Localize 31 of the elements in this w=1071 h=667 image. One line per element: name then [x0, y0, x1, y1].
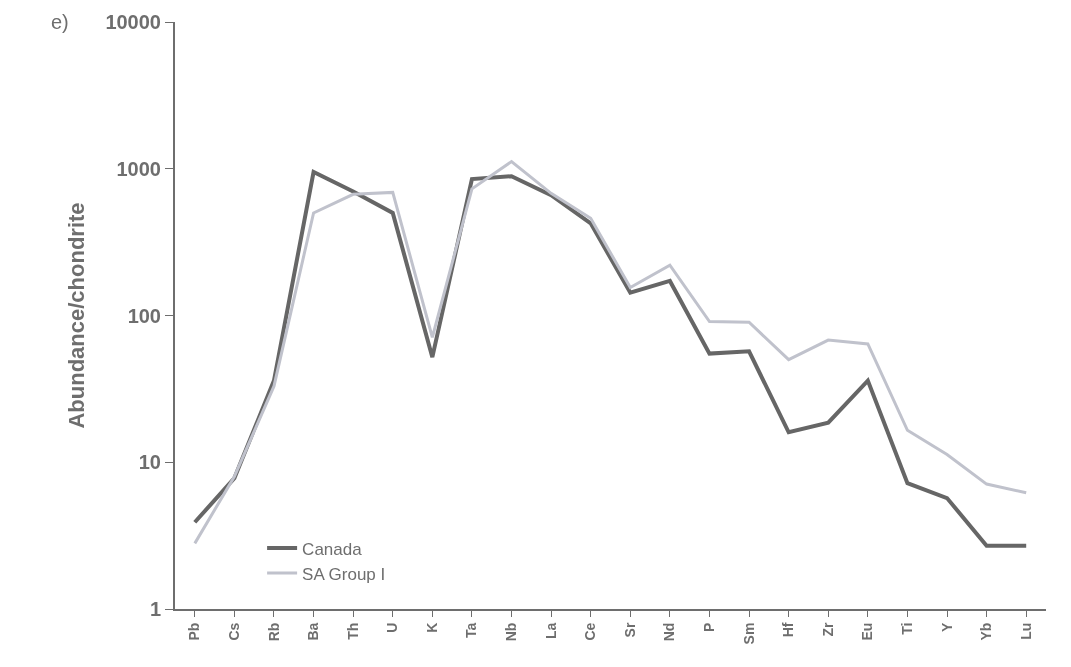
x-tick-label: U [384, 622, 401, 633]
x-tick-label: Nb [503, 622, 520, 642]
x-tick-label: K [423, 622, 440, 633]
x-tick-label: Lu [1017, 622, 1034, 640]
y-tick-label: 1000 [116, 157, 161, 180]
x-tick-label: P [701, 622, 718, 632]
x-tick-label: Th [344, 622, 361, 640]
x-tick-label: Eu [859, 622, 876, 641]
x-tick-label: Zr [819, 622, 836, 637]
x-tick-label: Ti [898, 622, 915, 635]
x-tick-label: Sm [740, 622, 757, 645]
x-tick-label: Rb [265, 622, 282, 642]
x-tick-label: La [542, 622, 559, 639]
x-tick-label: Cs [225, 622, 242, 641]
y-tick-label: 100 [127, 304, 161, 327]
y-tick-label: 10000 [105, 11, 161, 33]
x-tick-label: Y [938, 621, 955, 632]
legend-label: SA Group I [302, 564, 386, 584]
y-tick-label: 10 [138, 451, 161, 474]
text: e) [51, 11, 69, 33]
x-tick-label: Pb [186, 622, 203, 641]
x-tick-label: Sr [621, 622, 638, 638]
x-tick-label: Nd [661, 622, 678, 642]
x-tick-label: Ta [463, 622, 480, 638]
x-tick-label: Ce [582, 622, 599, 641]
x-tick-label: Yb [978, 622, 995, 641]
y-tick-label: 1 [149, 598, 161, 620]
y-axis-title: Abundance/chondrite [63, 202, 89, 429]
x-tick-label: Ba [305, 622, 322, 641]
x-tick-label: Hf [780, 622, 797, 638]
legend-label: Canada [302, 539, 363, 559]
